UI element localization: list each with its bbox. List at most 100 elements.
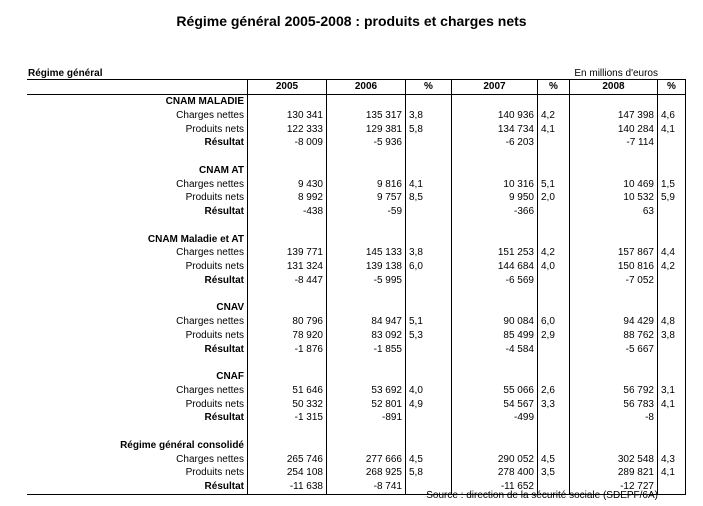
table-cell: 10 316: [451, 177, 538, 191]
row-label: Produits nets: [185, 467, 244, 479]
table-cell: [247, 356, 327, 370]
page-title: Régime général 2005-2008 : produits et c…: [176, 13, 527, 29]
table-cell: -438: [247, 204, 327, 219]
table-row-result: Résultat -8 009 -5 936 -6 203 -7 114: [27, 136, 686, 150]
table-cell: 80 796: [247, 314, 327, 329]
table-cell: 5,3: [405, 328, 452, 343]
table-cell: 8 992: [247, 191, 327, 205]
table-cell: 139 138: [326, 259, 406, 274]
table-cell: 6,0: [537, 314, 570, 329]
table-cell: [657, 232, 686, 246]
table-cell: 56 792: [569, 383, 658, 398]
table-cell: [405, 356, 452, 370]
row-label: Charges nettes: [176, 247, 244, 259]
table-cell: [537, 136, 570, 150]
table-cell: 145 133: [326, 246, 406, 260]
row-label: CNAM AT: [199, 164, 244, 176]
table-cell: 302 548: [569, 452, 658, 466]
table-cell: [326, 218, 406, 233]
table-cell: -6 569: [451, 273, 538, 288]
table-row-section: CNAV: [27, 301, 686, 315]
table-cell: [569, 356, 658, 370]
row-label: CNAM Maladie et AT: [147, 233, 244, 245]
row-label: [27, 150, 248, 164]
column-header: [27, 79, 248, 95]
table-cell: 6,0: [405, 259, 452, 274]
table-cell: 140 936: [451, 108, 538, 123]
table-cell: [657, 163, 686, 178]
table-cell: 254 108: [247, 466, 327, 480]
table-cell: [451, 356, 538, 370]
table-cell: [405, 232, 452, 246]
table-row-data: Charges nettes 139 771 145 133 3,8 151 253 4,…: [27, 246, 686, 260]
table-header-row: 2005 2006% 2007% 2008%: [27, 79, 686, 95]
table-cell: 290 052: [451, 452, 538, 466]
table-cell: [569, 163, 658, 178]
table-cell: [326, 163, 406, 178]
table-cell: 4,5: [405, 452, 452, 466]
table-cell: [247, 424, 327, 439]
table-cell: 278 400: [451, 466, 538, 480]
table-cell: 5,8: [405, 466, 452, 480]
row-label: Charges nettes: [176, 453, 244, 465]
table-cell: 265 746: [247, 452, 327, 466]
table-cell: 131 324: [247, 259, 327, 274]
column-header: %: [537, 79, 570, 95]
row-label: Produits nets: [185, 329, 244, 341]
table-cell: 88 762: [569, 328, 658, 343]
table-row-result: Résultat -11 638 -8 741 -11 652 -12 727: [27, 479, 686, 495]
table-cell: [657, 136, 686, 150]
table-cell: 5,1: [537, 177, 570, 191]
table-cell: [657, 273, 686, 288]
table-cell: [537, 287, 570, 301]
table-cell: 9 816: [326, 177, 406, 191]
table-cell: [405, 342, 452, 356]
table-cell: [405, 273, 452, 288]
table-cell: -11 652: [451, 479, 538, 495]
table-cell: -1 876: [247, 342, 327, 356]
table-cell: [326, 232, 406, 246]
column-header: %: [405, 79, 452, 95]
table-cell: [537, 438, 570, 453]
table-cell: 4,1: [537, 122, 570, 136]
table-cell: [537, 411, 570, 425]
table-cell: [326, 287, 406, 301]
table-cell: 4,1: [657, 397, 686, 411]
table-row-blank: [27, 424, 686, 439]
table-row-data: Charges nettes 130 341 135 317 3,8 140 936 4,…: [27, 108, 686, 123]
table-cell: [657, 438, 686, 453]
table-cell: 144 684: [451, 259, 538, 274]
table-cell: -8 447: [247, 273, 327, 288]
table-cell: 4,8: [657, 314, 686, 329]
row-label: CNAV: [216, 302, 244, 314]
table-cell: 2,0: [537, 191, 570, 205]
row-label: [27, 219, 248, 233]
table-cell: 4,0: [537, 259, 570, 274]
row-label: Résultat: [204, 412, 244, 424]
table-cell: -59: [326, 204, 406, 219]
table-row-section: CNAF: [27, 369, 686, 384]
table-cell: [451, 149, 538, 164]
table-cell: 122 333: [247, 122, 327, 136]
row-label: Charges nettes: [176, 384, 244, 396]
row-label: [27, 287, 248, 301]
table-cell: [657, 287, 686, 301]
table-cell: 4,6: [657, 108, 686, 123]
table-cell: -4 584: [451, 342, 538, 356]
table-cell: [537, 424, 570, 439]
table-cell: [569, 424, 658, 439]
table-cell: -6 203: [451, 136, 538, 150]
table-cell: [405, 204, 452, 219]
table-cell: [326, 94, 406, 109]
row-label: Produits nets: [185, 398, 244, 410]
table-cell: 53 692: [326, 383, 406, 398]
row-label: Régime général consolidé: [120, 439, 244, 451]
table-cell: 9 950: [451, 191, 538, 205]
table-cell: [451, 424, 538, 439]
table-cell: [247, 149, 327, 164]
row-label: Résultat: [204, 206, 244, 218]
table-cell: [405, 369, 452, 384]
table-cell: 51 646: [247, 383, 327, 398]
table-cell: 50 332: [247, 397, 327, 411]
table-cell: [657, 218, 686, 233]
